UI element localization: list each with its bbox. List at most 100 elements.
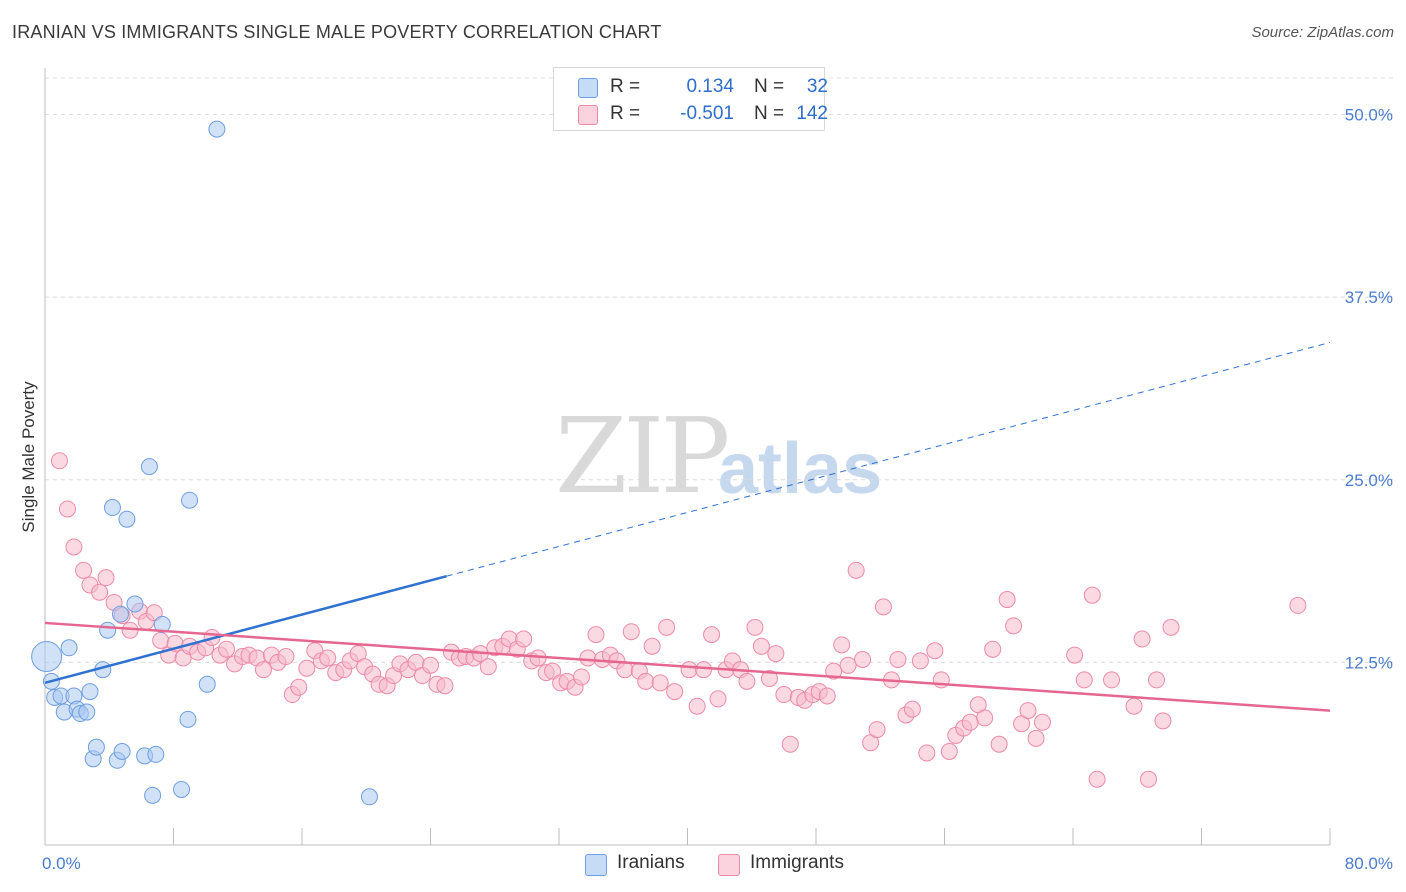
r-label: R = — [610, 103, 641, 124]
iranians-point — [99, 621, 117, 639]
y-axis-label: Single Male Poverty — [19, 381, 38, 533]
immigrants-point — [767, 645, 785, 663]
iranians-point — [60, 639, 78, 657]
immigrants-swatch — [578, 105, 598, 125]
immigrants-point — [75, 561, 93, 579]
iranians-point — [113, 742, 131, 760]
iranians-point — [111, 605, 129, 623]
immigrants-point — [1148, 671, 1166, 689]
tick-labels: 12.5% 25.0% 37.5% 50.0% 0.0% 80.0% Single Male… — [19, 106, 1393, 873]
immigrants-point — [1289, 596, 1307, 614]
legend-label: Immigrants — [750, 852, 844, 873]
watermark-zip: ZIP — [555, 395, 730, 517]
immigrants-point — [1154, 712, 1172, 730]
y-tick-label: 50.0% — [1345, 106, 1393, 125]
n-value: 142 — [796, 103, 828, 124]
immigrants-point — [1133, 630, 1151, 648]
immigrants-point — [961, 713, 979, 731]
immigrants-point — [1162, 618, 1180, 636]
immigrants-point — [65, 538, 83, 556]
iranians-trend-extension — [446, 341, 1331, 577]
immigrants-point — [290, 678, 308, 696]
n-label: N = — [754, 103, 785, 124]
iranians-trend-line — [44, 574, 447, 685]
immigrants-point — [847, 561, 865, 579]
source-label: Source: ZipAtlas.com — [1251, 24, 1394, 41]
immigrants-point — [658, 618, 676, 636]
chart-title: IRANIAN VS IMMIGRANTS SINGLE MALE POVERT… — [12, 22, 662, 42]
immigrants-point — [990, 735, 1008, 753]
immigrants-point — [319, 649, 337, 667]
trend-lines — [44, 341, 1331, 712]
immigrants-point — [911, 652, 929, 670]
immigrants-point — [1033, 713, 1051, 731]
grid-lines — [45, 77, 1395, 663]
iranians-swatch — [578, 78, 598, 98]
x-tick-label: 0.0% — [42, 854, 81, 873]
iranians-point — [179, 710, 197, 728]
immigrants-point — [818, 687, 836, 705]
r-value: 0.134 — [686, 76, 734, 97]
watermark-atlas: atlas — [718, 429, 883, 509]
immigrants-point — [58, 500, 76, 518]
immigrants-point — [637, 672, 655, 690]
immigrants-point — [703, 626, 721, 644]
x-tick-label: 80.0% — [1345, 854, 1393, 873]
immigrants-point — [1027, 729, 1045, 747]
immigrants-point — [998, 591, 1016, 609]
iranians-point — [78, 703, 96, 721]
immigrants-point — [97, 569, 115, 587]
immigrants-point — [833, 636, 851, 654]
immigrants-point — [50, 452, 68, 470]
immigrants-point — [277, 648, 295, 666]
iranians-point — [198, 675, 216, 693]
immigrants-point — [422, 656, 439, 674]
r-label: R = — [610, 76, 641, 97]
immigrants-swatch — [718, 854, 740, 876]
iranians-point — [140, 458, 158, 476]
immigrants-point — [1005, 617, 1023, 635]
y-tick-label: 25.0% — [1345, 471, 1393, 490]
immigrants-point — [903, 700, 921, 718]
immigrants-point — [976, 709, 994, 727]
immigrants-point — [775, 686, 793, 704]
immigrants-point — [218, 640, 236, 658]
immigrants-point — [709, 690, 727, 708]
legend-label: Iranians — [617, 852, 685, 873]
immigrants-point — [479, 658, 497, 676]
iranians-point — [153, 615, 171, 633]
immigrants-point — [695, 661, 713, 679]
iranians-point — [147, 745, 165, 763]
n-value: 32 — [806, 76, 828, 97]
iranians-point — [208, 120, 226, 138]
immigrants-point — [1083, 586, 1101, 604]
immigrants-point — [579, 649, 597, 667]
immigrants-point — [868, 721, 886, 739]
data-points — [31, 120, 1307, 806]
immigrants-point — [1066, 646, 1084, 664]
iranians-point — [87, 738, 105, 756]
iranians-point — [126, 595, 144, 613]
immigrants-point — [1075, 671, 1093, 689]
iranians-point — [81, 683, 99, 701]
immigrants-point — [91, 583, 109, 601]
stats-legend: R = 0.134 N = 32 R = -0.501 N = 142 — [553, 67, 828, 131]
immigrants-point — [746, 618, 764, 636]
immigrants-point — [544, 662, 562, 680]
iranians-swatch — [585, 854, 607, 876]
immigrants-point — [738, 672, 756, 690]
immigrants-point — [587, 626, 605, 644]
immigrants-point — [1125, 697, 1143, 715]
immigrants-point — [643, 637, 661, 655]
immigrants-point — [666, 683, 684, 701]
iranians-point — [103, 499, 121, 517]
immigrants-point — [651, 674, 669, 692]
immigrants-point — [622, 623, 640, 641]
y-tick-label: 12.5% — [1345, 653, 1393, 672]
immigrants-point — [781, 735, 799, 753]
immigrants-point — [1019, 702, 1037, 720]
immigrants-point — [680, 661, 698, 679]
immigrants-point — [515, 630, 533, 648]
immigrants-point — [839, 656, 857, 674]
